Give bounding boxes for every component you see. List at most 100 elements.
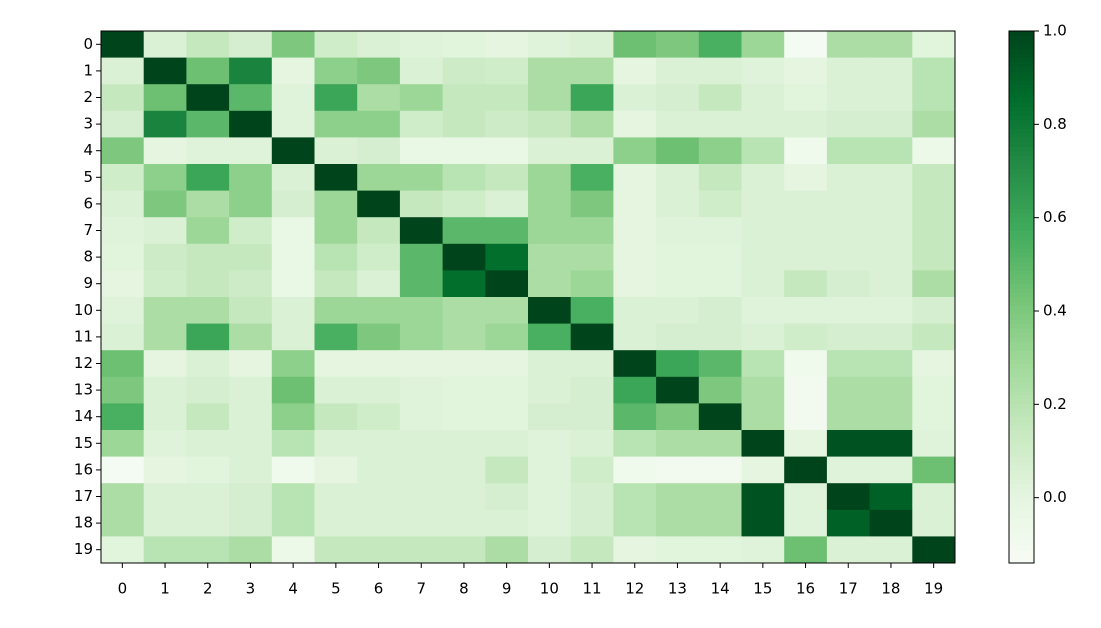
- heatmap-cell: [741, 110, 785, 138]
- heatmap-cell: [271, 350, 315, 378]
- heatmap-cell: [229, 270, 273, 298]
- heatmap-cell: [528, 403, 572, 431]
- heatmap-cell: [570, 217, 614, 245]
- x-tick-label: 14: [711, 580, 730, 598]
- heatmap-cell: [826, 110, 871, 138]
- heatmap-cell: [741, 536, 785, 564]
- colorbar-segment: [1009, 363, 1034, 369]
- colorbar-segment: [1009, 199, 1034, 205]
- colorbar-segment: [1009, 243, 1034, 249]
- y-tick-label: 7: [83, 221, 93, 239]
- heatmap-cell: [869, 536, 913, 564]
- x-tick-label: 16: [796, 580, 815, 598]
- heatmap-cell: [784, 110, 828, 138]
- heatmap-cell: [186, 483, 230, 511]
- heatmap-cell: [784, 536, 828, 564]
- heatmap-cell: [570, 57, 614, 85]
- heatmap-cell: [357, 84, 401, 112]
- heatmap-cell: [613, 190, 657, 218]
- heatmap-cell: [656, 350, 700, 378]
- heatmap-cell: [442, 403, 486, 431]
- heatmap-cell: [826, 137, 871, 165]
- heatmap-cell: [485, 217, 529, 245]
- heatmap-cell: [101, 84, 145, 112]
- colorbar-segment: [1009, 443, 1034, 449]
- heatmap-cell: [784, 31, 828, 59]
- colorbar-segment: [1009, 62, 1034, 67]
- heatmap-cell: [357, 110, 401, 138]
- colorbar-tick-label: 0.8: [1043, 115, 1067, 133]
- heatmap-cell: [613, 376, 657, 404]
- heatmap-cell: [357, 57, 401, 85]
- heatmap-cell: [912, 350, 956, 378]
- y-tick-label: 10: [74, 301, 93, 319]
- heatmap-cell: [399, 57, 444, 85]
- heatmap-cell: [399, 483, 444, 511]
- heatmap-cell: [229, 297, 273, 325]
- heatmap-cell: [229, 217, 273, 245]
- heatmap-cell: [741, 430, 785, 458]
- heatmap-cell: [698, 536, 742, 564]
- x-tick-label: 12: [625, 580, 644, 598]
- colorbar-segment: [1009, 172, 1034, 178]
- colorbar-segment: [1009, 350, 1034, 356]
- colorbar-segment: [1009, 181, 1034, 187]
- heatmap-cell: [869, 217, 913, 245]
- heatmap-cell: [869, 31, 913, 59]
- colorbar-segment: [1009, 48, 1034, 54]
- heatmap-cell: [186, 456, 230, 484]
- colorbar-segment: [1009, 416, 1034, 422]
- heatmap-cell: [229, 84, 273, 112]
- colorbar-segment: [1009, 257, 1034, 263]
- colorbar-segment: [1009, 452, 1034, 458]
- colorbar-segment: [1009, 447, 1034, 453]
- heatmap-cell: [784, 57, 828, 85]
- heatmap-cell: [826, 84, 871, 112]
- heatmap-cell: [271, 57, 315, 85]
- colorbar-segment: [1009, 203, 1034, 209]
- heatmap-cell: [826, 57, 871, 85]
- colorbar-segment: [1009, 217, 1034, 223]
- colorbar-segment: [1009, 128, 1034, 134]
- colorbar-segment: [1009, 53, 1034, 59]
- heatmap-cell: [656, 456, 700, 484]
- heatmap-cell: [869, 376, 913, 404]
- colorbar-segment: [1009, 390, 1034, 396]
- heatmap-cell: [229, 430, 273, 458]
- heatmap-cell: [143, 270, 187, 298]
- heatmap-cell: [143, 376, 187, 404]
- heatmap-cell: [314, 164, 358, 192]
- colorbar-segment: [1009, 195, 1034, 200]
- heatmap-cell: [357, 270, 401, 298]
- heatmap-cell: [101, 217, 145, 245]
- colorbar-segment: [1009, 230, 1034, 236]
- colorbar-segment: [1009, 505, 1034, 511]
- heatmap-cell: [570, 430, 614, 458]
- heatmap-cell: [698, 84, 742, 112]
- heatmap-cell: [229, 376, 273, 404]
- heatmap-cell: [784, 403, 828, 431]
- heatmap-cell: [229, 110, 273, 138]
- colorbar-segment: [1009, 150, 1034, 156]
- heatmap-cell: [869, 430, 913, 458]
- colorbar-segment: [1009, 496, 1034, 502]
- colorbar-segment: [1009, 305, 1034, 311]
- heatmap-cell: [656, 430, 700, 458]
- colorbar-segment: [1009, 310, 1034, 316]
- x-tick-label: 5: [331, 580, 341, 598]
- heatmap-cell: [314, 84, 358, 112]
- heatmap-cell: [528, 350, 572, 378]
- colorbar-segment: [1009, 97, 1034, 103]
- heatmap-cell: [143, 323, 187, 351]
- heatmap-cell: [528, 31, 572, 59]
- heatmap-cell: [399, 323, 444, 351]
- colorbar-segment: [1009, 301, 1034, 307]
- colorbar-segment: [1009, 394, 1034, 400]
- heatmap-cell: [698, 164, 742, 192]
- heatmap-cell: [826, 509, 871, 537]
- heatmap-cell: [912, 57, 956, 85]
- heatmap-cell: [186, 190, 230, 218]
- colorbar-segment: [1009, 279, 1034, 285]
- heatmap-cell: [101, 297, 145, 325]
- colorbar-tick-label: 0.2: [1043, 395, 1067, 413]
